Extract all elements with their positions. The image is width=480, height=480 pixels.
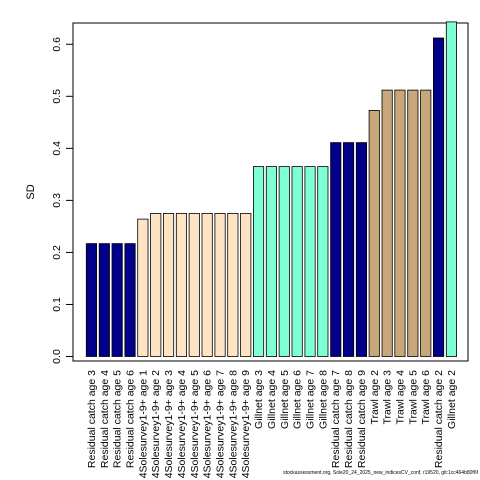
x-tick-label: Trawl age 3 bbox=[382, 370, 394, 425]
bar bbox=[201, 212, 213, 357]
x-tick-label: Gillnet age 7 bbox=[305, 370, 317, 429]
bar bbox=[124, 243, 136, 357]
x-tick-label: Residual catch age 5 bbox=[112, 370, 124, 468]
bar bbox=[342, 142, 355, 357]
x-tick-label: 4Solesurvey1-9+ age 6 bbox=[202, 370, 214, 478]
bar bbox=[252, 166, 265, 357]
bar bbox=[407, 89, 419, 357]
bar bbox=[111, 243, 123, 357]
footer-note: stockassessment.org, Sole20_24_2025_new_… bbox=[283, 470, 478, 476]
x-tick-label: Gillnet age 5 bbox=[279, 370, 291, 429]
x-tick-label: 4Solesurvey1-9+ age 4 bbox=[176, 370, 188, 478]
x-tick-label: Trawl age 5 bbox=[407, 370, 419, 425]
x-tick-label: Trawl age 6 bbox=[420, 370, 432, 425]
x-tick-label: 4Solesurvey1-9+ age 9 bbox=[240, 370, 252, 478]
x-tick-label: 4Solesurvey1-9+ age 5 bbox=[189, 370, 201, 478]
bar bbox=[240, 212, 252, 357]
bar bbox=[278, 166, 290, 357]
bar bbox=[394, 89, 406, 357]
bar bbox=[188, 212, 200, 357]
bar bbox=[214, 212, 226, 357]
bar bbox=[445, 21, 457, 357]
y-tick-label: 0.1 bbox=[51, 297, 63, 312]
bar bbox=[432, 37, 445, 357]
bar bbox=[162, 212, 175, 357]
x-tick-label: 4Solesurvey1-9+ age 3 bbox=[163, 370, 175, 478]
y-tick-label: 0.3 bbox=[51, 193, 63, 208]
y-tick-label: 0.4 bbox=[51, 141, 63, 156]
bars bbox=[85, 21, 457, 357]
x-tick-label: Residual catch age 7 bbox=[330, 370, 342, 468]
bar bbox=[355, 142, 367, 357]
bar bbox=[150, 212, 162, 357]
y-axis-title: SD bbox=[25, 184, 37, 199]
x-tick-label: Gillnet age 4 bbox=[266, 370, 278, 429]
bar bbox=[98, 243, 110, 357]
bar bbox=[175, 212, 188, 357]
x-tick-label: Residual catch age 8 bbox=[343, 370, 355, 468]
y-tick-label: 0.2 bbox=[51, 245, 63, 260]
bar bbox=[85, 243, 98, 357]
bar bbox=[330, 142, 342, 357]
x-tick-label: 4Solesurvey1-9+ age 1 bbox=[137, 370, 149, 478]
bar bbox=[265, 166, 277, 357]
bar bbox=[137, 218, 149, 357]
x-tick-label: 4Solesurvey1-9+ age 7 bbox=[215, 370, 227, 478]
x-tick-label: Trawl age 4 bbox=[395, 370, 407, 425]
bar bbox=[317, 166, 329, 357]
y-tick-label: 0.5 bbox=[51, 89, 63, 104]
x-tick-label: Gillnet age 3 bbox=[253, 370, 265, 429]
x-tick-label: Gillnet age 2 bbox=[446, 370, 458, 429]
x-tick-label: Residual catch age 9 bbox=[356, 370, 368, 468]
x-tick-label: Residual catch age 4 bbox=[99, 370, 111, 468]
x-tick-label: Gillnet age 8 bbox=[317, 370, 329, 429]
x-tick-label: 4Solesurvey1-9+ age 8 bbox=[227, 370, 239, 478]
x-tick-label: Residual catch age 6 bbox=[125, 370, 137, 468]
y-tick-label: 0.6 bbox=[51, 37, 63, 52]
bar bbox=[227, 212, 239, 357]
x-tick-labels: Residual catch age 3 Residual catch age 4… bbox=[86, 370, 458, 478]
bar bbox=[368, 110, 380, 357]
bar bbox=[381, 89, 393, 357]
bar bbox=[304, 166, 316, 357]
y-axis: 0.0 0.1 0.2 0.3 0.4 0.5 0.6 bbox=[51, 37, 74, 364]
x-tick-label: Residual catch age 3 bbox=[86, 370, 98, 468]
x-tick-label: Trawl age 2 bbox=[369, 370, 381, 425]
y-tick-label: 0.0 bbox=[51, 349, 63, 364]
x-tick-label: 4Solesurvey1-9+ age 2 bbox=[150, 370, 162, 478]
x-tick-label: Residual catch age 2 bbox=[433, 370, 445, 468]
bar bbox=[291, 166, 303, 357]
x-tick-label: Gillnet age 6 bbox=[292, 370, 304, 429]
bar bbox=[420, 89, 432, 357]
